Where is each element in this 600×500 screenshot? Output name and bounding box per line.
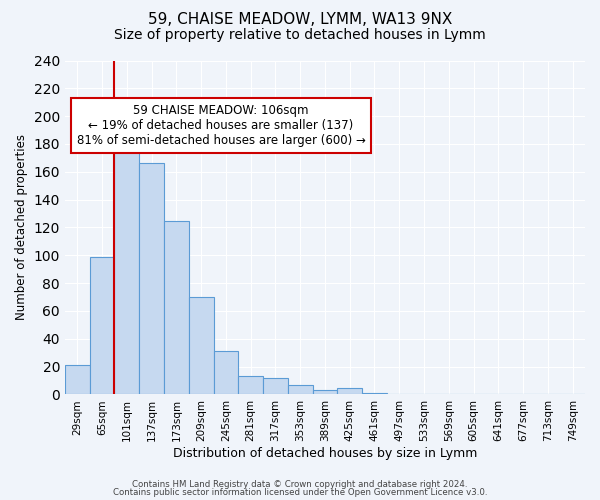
Bar — [164, 220, 189, 394]
Bar — [288, 384, 313, 394]
Bar — [89, 256, 115, 394]
Bar — [238, 376, 263, 394]
Text: Contains public sector information licensed under the Open Government Licence v3: Contains public sector information licen… — [113, 488, 487, 497]
Bar — [313, 390, 337, 394]
Bar — [65, 365, 89, 394]
Bar — [189, 297, 214, 394]
Text: 59 CHAISE MEADOW: 106sqm
← 19% of detached houses are smaller (137)
81% of semi-: 59 CHAISE MEADOW: 106sqm ← 19% of detach… — [77, 104, 365, 147]
Bar — [362, 393, 387, 394]
X-axis label: Distribution of detached houses by size in Lymm: Distribution of detached houses by size … — [173, 447, 477, 460]
Text: 59, CHAISE MEADOW, LYMM, WA13 9NX: 59, CHAISE MEADOW, LYMM, WA13 9NX — [148, 12, 452, 28]
Bar — [337, 388, 362, 394]
Bar — [214, 352, 238, 395]
Bar — [139, 164, 164, 394]
Y-axis label: Number of detached properties: Number of detached properties — [15, 134, 28, 320]
Text: Size of property relative to detached houses in Lymm: Size of property relative to detached ho… — [114, 28, 486, 42]
Bar — [115, 128, 139, 394]
Text: Contains HM Land Registry data © Crown copyright and database right 2024.: Contains HM Land Registry data © Crown c… — [132, 480, 468, 489]
Bar — [263, 378, 288, 394]
